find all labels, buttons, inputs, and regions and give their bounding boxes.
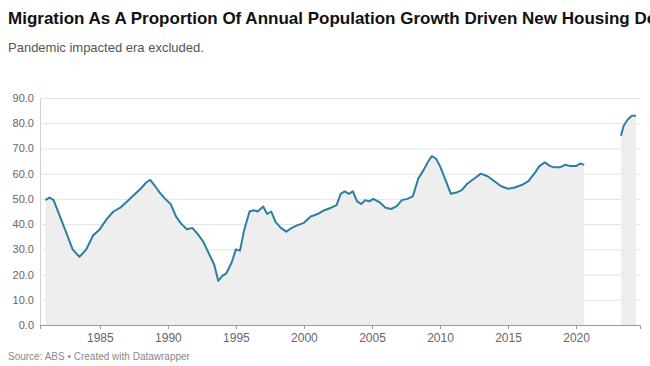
y-tick-label: 10.0 (13, 294, 34, 306)
y-tick-label: 60.0 (13, 168, 34, 180)
y-tick-label: 70.0 (13, 142, 34, 154)
y-tick: 90.0 (13, 92, 640, 104)
y-tick-label: 0.0 (19, 319, 34, 331)
x-axis: 1985 1990 1995 2000 2005 2010 2015 2020 (41, 325, 641, 345)
y-tick: 70.0 (13, 142, 640, 154)
x-tick-mark (372, 325, 373, 329)
area (45, 116, 635, 325)
x-tick-mark (576, 325, 577, 329)
x-tick: 1995 (223, 325, 250, 345)
y-axis: 0.0 10.0 20.0 30.0 40.0 50.0 60.0 70.0 80.0 90.0 (13, 92, 640, 331)
chart: Migration As A Proportion Of Annual Popu… (0, 0, 650, 366)
source: Source: ABS • Created with Datawrapper (8, 351, 191, 362)
x-tick-label: 2020 (563, 331, 590, 345)
y-tick-label: 50.0 (13, 193, 34, 205)
y-axis-line (41, 99, 641, 326)
x-tick: 2000 (291, 325, 318, 345)
x-tick-label: 2015 (495, 331, 522, 345)
grid-line (40, 98, 640, 99)
y-tick: 80.0 (13, 117, 640, 129)
x-tick: 2020 (563, 325, 590, 345)
x-tick: 1990 (155, 325, 182, 345)
y-tick-label: 20.0 (13, 269, 34, 281)
x-tick: 2015 (495, 325, 522, 345)
grid-line (40, 123, 640, 124)
x-tick: 2010 (427, 325, 454, 345)
x-tick-mark (440, 325, 441, 329)
y-tick-label: 30.0 (13, 243, 34, 255)
x-tick-label: 1990 (155, 331, 182, 345)
plot-area (45, 116, 635, 325)
x-tick-label: 1995 (223, 331, 250, 345)
x-axis-line (41, 326, 641, 330)
y-tick-label: 90.0 (13, 92, 34, 104)
x-tick-mark (508, 325, 509, 329)
x-tick-mark (100, 325, 101, 329)
x-tick: 1985 (87, 325, 114, 345)
title: Migration As A Proportion Of Annual Popu… (8, 9, 650, 28)
x-tick-mark (168, 325, 169, 329)
subtitle: Pandemic impacted era excluded. (8, 40, 204, 55)
line (45, 116, 635, 281)
x-tick-label: 2005 (359, 331, 386, 345)
x-tick-label: 2000 (291, 331, 318, 345)
x-tick-mark (304, 325, 305, 329)
x-tick: 2005 (359, 325, 386, 345)
y-tick-label: 40.0 (13, 218, 34, 230)
x-tick-label: 2010 (427, 331, 454, 345)
grid-line (40, 148, 640, 149)
x-tick-mark (236, 325, 237, 329)
x-tick-label: 1985 (87, 331, 114, 345)
y-tick-label: 80.0 (13, 117, 34, 129)
